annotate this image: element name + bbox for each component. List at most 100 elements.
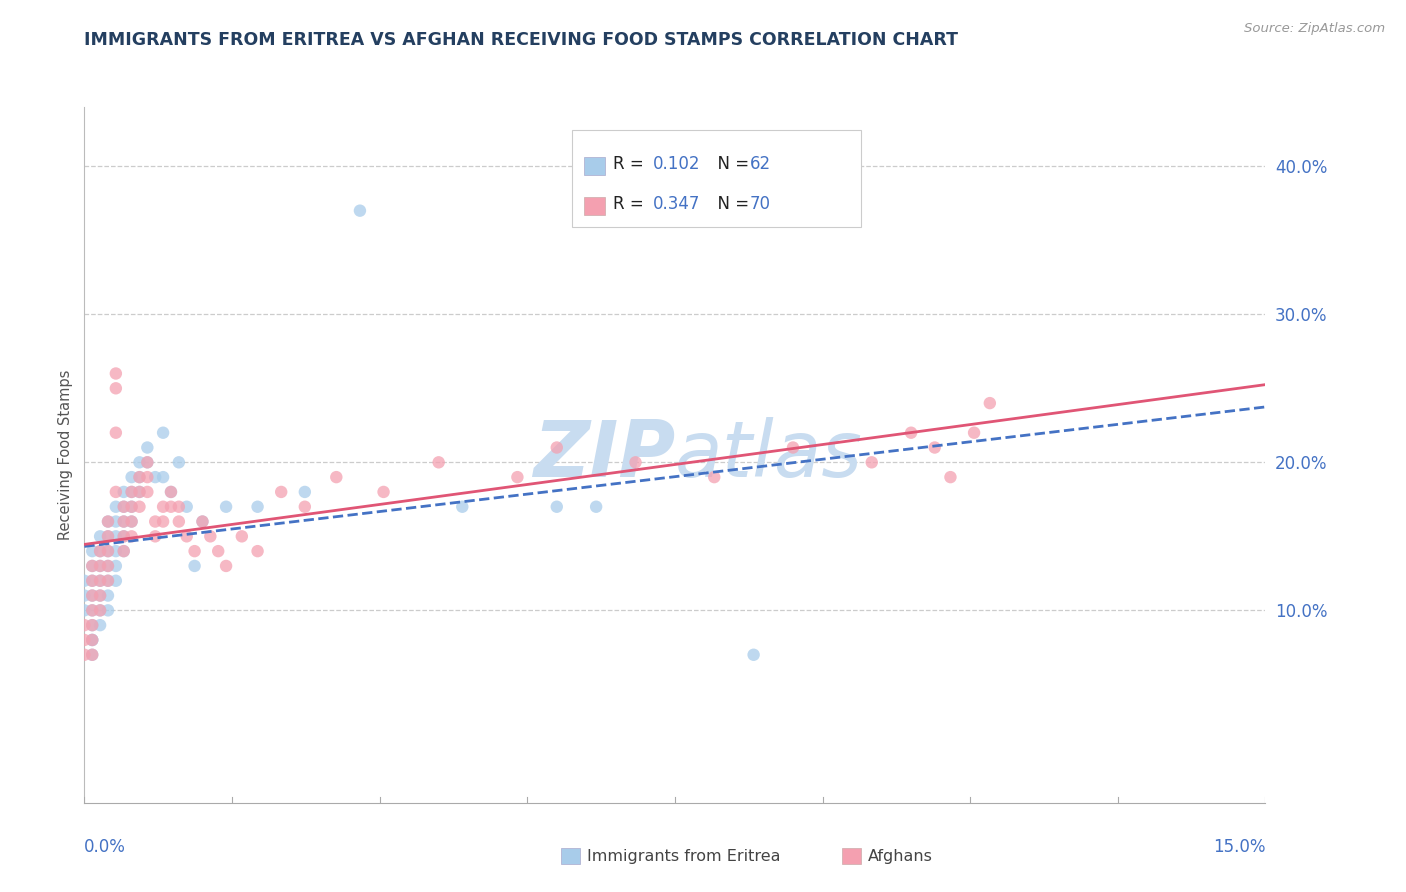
Point	[325, 470, 347, 484]
Point	[939, 470, 962, 484]
Y-axis label: Receiving Food Stamps: Receiving Food Stamps	[58, 369, 73, 541]
Point	[128, 484, 150, 499]
Point	[152, 500, 174, 514]
Point	[89, 574, 111, 588]
Point	[97, 574, 120, 588]
Point	[97, 558, 120, 573]
Point	[167, 455, 190, 469]
Text: 0.102: 0.102	[652, 155, 700, 173]
Point	[900, 425, 922, 440]
Point	[152, 515, 174, 529]
Point	[82, 544, 104, 558]
Text: 15.0%: 15.0%	[1213, 838, 1265, 855]
Point	[546, 441, 568, 455]
Point	[82, 574, 104, 588]
Point	[207, 544, 229, 558]
Point	[183, 544, 205, 558]
Point	[121, 484, 143, 499]
Point	[624, 455, 647, 469]
Point	[89, 589, 111, 603]
Point	[104, 425, 127, 440]
Point	[97, 529, 120, 543]
Text: Source: ZipAtlas.com: Source: ZipAtlas.com	[1244, 22, 1385, 36]
Point	[121, 484, 143, 499]
Point	[128, 500, 150, 514]
Point	[104, 529, 127, 543]
Point	[215, 558, 238, 573]
Point	[128, 484, 150, 499]
Point	[112, 515, 135, 529]
Point	[112, 529, 135, 543]
Point	[121, 500, 143, 514]
Text: 62: 62	[749, 155, 770, 173]
Point	[97, 529, 120, 543]
Point	[112, 529, 135, 543]
Point	[703, 470, 725, 484]
Point	[506, 470, 529, 484]
Point	[246, 500, 269, 514]
Point	[97, 574, 120, 588]
Point	[82, 589, 104, 603]
Point	[294, 484, 316, 499]
Point	[136, 455, 159, 469]
Point	[121, 515, 143, 529]
Point	[73, 589, 96, 603]
Point	[427, 455, 450, 469]
Point	[82, 574, 104, 588]
Point	[152, 425, 174, 440]
Point	[112, 500, 135, 514]
Point	[200, 529, 222, 543]
Point	[176, 529, 198, 543]
Point	[104, 484, 127, 499]
Text: 0.347: 0.347	[652, 195, 700, 213]
Text: 70: 70	[749, 195, 770, 213]
Point	[97, 603, 120, 617]
Point	[294, 500, 316, 514]
Point	[82, 618, 104, 632]
Point	[136, 484, 159, 499]
Point	[82, 603, 104, 617]
Point	[73, 648, 96, 662]
Point	[451, 500, 474, 514]
Point	[349, 203, 371, 218]
Point	[73, 574, 96, 588]
Point	[104, 500, 127, 514]
Point	[82, 618, 104, 632]
Point	[121, 515, 143, 529]
Point	[82, 632, 104, 647]
Point	[782, 441, 804, 455]
Point	[97, 515, 120, 529]
Point	[128, 455, 150, 469]
Point	[82, 603, 104, 617]
Point	[231, 529, 253, 543]
Point	[112, 484, 135, 499]
Point	[104, 515, 127, 529]
Point	[143, 470, 166, 484]
Point	[97, 515, 120, 529]
Point	[112, 544, 135, 558]
Point	[112, 544, 135, 558]
Text: R =: R =	[613, 195, 650, 213]
Point	[191, 515, 214, 529]
Point	[121, 500, 143, 514]
Point	[160, 500, 183, 514]
Text: atlas: atlas	[675, 417, 863, 493]
Point	[160, 484, 183, 499]
Text: Immigrants from Eritrea: Immigrants from Eritrea	[586, 849, 780, 863]
Text: IMMIGRANTS FROM ERITREA VS AFGHAN RECEIVING FOOD STAMPS CORRELATION CHART: IMMIGRANTS FROM ERITREA VS AFGHAN RECEIV…	[84, 31, 959, 49]
Point	[104, 544, 127, 558]
Point	[104, 381, 127, 395]
Point	[89, 589, 111, 603]
Text: R =: R =	[613, 155, 650, 173]
Point	[143, 515, 166, 529]
Point	[167, 500, 190, 514]
Point	[89, 544, 111, 558]
Point	[924, 441, 946, 455]
Point	[136, 441, 159, 455]
Point	[215, 500, 238, 514]
Point	[152, 470, 174, 484]
Point	[82, 648, 104, 662]
Point	[82, 632, 104, 647]
Point	[373, 484, 395, 499]
Point	[112, 515, 135, 529]
